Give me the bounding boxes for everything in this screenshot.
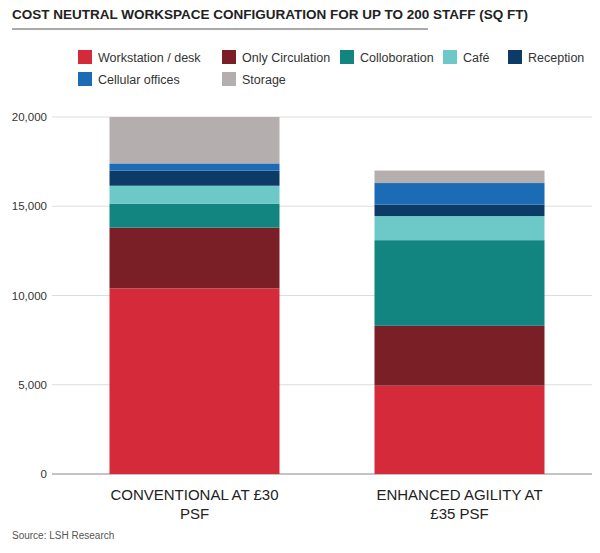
legend-label: Workstation / desk [98, 51, 201, 65]
bar-segment [375, 386, 545, 474]
bar-segment [110, 163, 280, 170]
bars [110, 117, 545, 474]
bar-segment [110, 288, 280, 474]
legend-label: Reception [528, 51, 584, 65]
bar-segment [110, 228, 280, 289]
legend-item: Storage [222, 72, 286, 87]
title-rule [12, 29, 428, 30]
x-tick-label: ENHANCED AGILITY AT £35 PSF [376, 486, 542, 522]
bar-segment [375, 171, 545, 183]
legend-swatch [222, 72, 236, 86]
legend-label: Only Circulation [242, 51, 330, 65]
legend-item: Café [443, 50, 489, 65]
legend-label: Café [463, 51, 489, 65]
y-tick-label: 0 [41, 468, 47, 480]
x-tick-line: ENHANCED AGILITY AT [376, 486, 542, 503]
legend-swatch [508, 50, 522, 64]
legend-item: Colloboration [340, 50, 434, 65]
bar-segment [110, 117, 280, 163]
legend-item: Cellular offices [78, 72, 180, 87]
x-tick-line: £35 PSF [430, 505, 488, 522]
legend-label: Storage [242, 73, 286, 87]
bar-segment [375, 183, 545, 204]
legend-item: Only Circulation [222, 50, 330, 65]
y-tick-label: 10,000 [12, 290, 47, 302]
legend-item: Reception [508, 50, 584, 65]
legend-swatch [340, 50, 354, 64]
legend-swatch [78, 72, 92, 86]
x-tick-line: CONVENTIONAL AT £30 [110, 486, 278, 503]
legend-item: Workstation / desk [78, 50, 201, 65]
y-tick-label: 5,000 [18, 379, 47, 391]
bar-segment [110, 204, 280, 228]
legend-label: Colloboration [360, 51, 434, 65]
grid [52, 117, 592, 474]
legend-swatch [222, 50, 236, 64]
y-tick-label: 15,000 [12, 200, 47, 212]
bar-segment [375, 216, 545, 240]
legend-swatch [78, 50, 92, 64]
x-tick-label: CONVENTIONAL AT £30 PSF [110, 486, 278, 522]
bar-segment [375, 204, 545, 216]
y-tick-label: 20,000 [12, 111, 47, 123]
bar-segment [375, 326, 545, 386]
x-tick-line: PSF [180, 505, 209, 522]
source: Source: LSH Research [12, 530, 114, 541]
bar-segment [375, 240, 545, 326]
legend-swatch [443, 50, 457, 64]
legend-label: Cellular offices [98, 73, 180, 87]
chart: COST NEUTRAL WORKSPACE CONFIGURATION FOR… [0, 0, 600, 553]
bar-segment [110, 171, 280, 186]
bar-segment [110, 186, 280, 204]
title: COST NEUTRAL WORKSPACE CONFIGURATION FOR… [12, 7, 528, 22]
